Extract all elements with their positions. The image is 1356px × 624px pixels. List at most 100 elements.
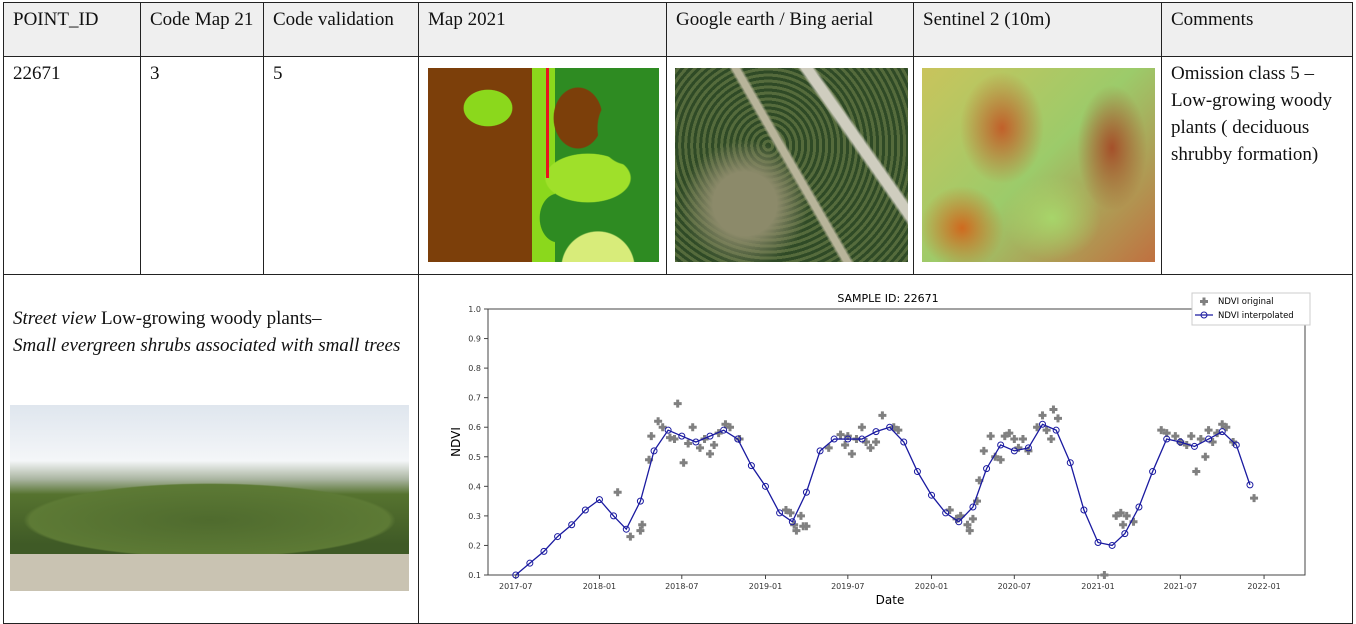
ndvi-interpolated-point xyxy=(1052,426,1060,434)
ndvi-interpolated-point xyxy=(1163,435,1171,443)
ndvi-original-point xyxy=(847,449,856,458)
ndvi-interpolated-point xyxy=(913,468,921,476)
sentinel-image xyxy=(922,68,1155,262)
ndvi-interpolated-point xyxy=(776,509,784,517)
y-tick-label: 0.2 xyxy=(468,541,481,550)
map-2021-image xyxy=(428,68,659,262)
ndvi-interpolated-point xyxy=(622,525,630,533)
ndvi-original-point xyxy=(679,458,688,467)
ndvi-original-point xyxy=(786,508,795,517)
ndvi-original-point xyxy=(1005,429,1014,438)
ndvi-interpolated-point xyxy=(554,533,562,541)
ndvi-interpolated-point xyxy=(858,435,866,443)
ndvi-original-point xyxy=(841,440,850,449)
ndvi-interpolated-point xyxy=(610,512,618,520)
ndvi-interpolated-point xyxy=(1218,428,1226,436)
ndvi-original-point xyxy=(714,429,723,438)
ndvi-original-point xyxy=(1116,508,1125,517)
ndvi-original-point xyxy=(1033,423,1042,432)
ndvi-original-point xyxy=(973,497,982,506)
ndvi-original-point xyxy=(1122,511,1131,520)
ndvi-original-point xyxy=(1204,426,1213,435)
street-view-caption: Small evergreen shrubs associated with s… xyxy=(13,335,401,356)
ndvi-original-point xyxy=(705,449,714,458)
ndvi-interpolated-point xyxy=(1024,444,1032,452)
ndvi-chart-svg: SAMPLE ID: 22671 Date NDVI 0.1 0.2 0.3 0.4 0… xyxy=(449,292,1311,607)
ndvi-original-point xyxy=(670,435,679,444)
y-tick-label: 0.8 xyxy=(468,364,481,373)
legend-interpolated-label: NDVI interpolated xyxy=(1218,311,1294,321)
ndvi-interpolated-point xyxy=(581,506,589,514)
ndvi-interpolated-point xyxy=(886,423,894,431)
ndvi-interpolated-point xyxy=(1205,435,1213,443)
ndvi-original-point xyxy=(796,511,805,520)
ndvi-original-point xyxy=(1129,517,1138,526)
ndvi-interpolated-point xyxy=(1190,442,1198,450)
x-axis-label: Date xyxy=(876,593,905,607)
ndvi-original-point xyxy=(1014,443,1023,452)
header-map-2021: Map 2021 xyxy=(418,2,667,57)
x-tick-label: 2021-07 xyxy=(1164,582,1197,591)
ndvi-original-point xyxy=(636,526,645,535)
ndvi-interpolated-point xyxy=(636,497,644,505)
x-tick-label: 2021-01 xyxy=(1081,582,1114,591)
header-comments: Comments xyxy=(1161,2,1353,57)
ndvi-interpolated-point xyxy=(512,571,520,579)
ndvi-interpolated-line xyxy=(515,423,1251,576)
ndvi-interpolated-point xyxy=(969,503,977,511)
ndvi-interpolated-point xyxy=(872,428,880,436)
comment-cell: Omission class 5 – Low-growing woody pla… xyxy=(1161,56,1353,275)
street-view-desc: Low-growing woody plants– xyxy=(96,308,322,329)
ndvi-original-point xyxy=(1000,432,1009,441)
y-tick-label: 1.0 xyxy=(468,305,481,314)
ndvi-original-point xyxy=(894,426,903,435)
ndvi-original-point xyxy=(1010,435,1019,444)
ndvi-interpolated-point xyxy=(720,426,728,434)
ndvi-interpolated-point xyxy=(526,559,534,567)
legend-original-marker xyxy=(1200,297,1208,306)
ndvi-interpolated-point xyxy=(595,496,603,504)
ndvi-interpolated-point xyxy=(1149,468,1157,476)
ndvi-interpolated-point xyxy=(761,482,769,490)
ndvi-original-point xyxy=(645,455,654,464)
y-tick-label: 0.9 xyxy=(468,335,481,344)
ndvi-original-point xyxy=(1222,423,1231,432)
ndvi-original-point xyxy=(665,433,674,442)
header-aerial: Google earth / Bing aerial xyxy=(666,2,914,57)
ndvi-interpolated-point xyxy=(928,491,936,499)
ndvi-original-point xyxy=(866,443,875,452)
y-tick-label: 0.5 xyxy=(468,453,481,462)
y-tick-label: 0.3 xyxy=(468,512,481,521)
street-view-image xyxy=(10,405,409,591)
ndvi-original-point xyxy=(1119,520,1128,529)
header-sentinel: Sentinel 2 (10m) xyxy=(913,2,1162,57)
ndvi-original-point xyxy=(1218,420,1227,429)
ndvi-interpolated-point xyxy=(540,547,548,555)
chart-title: SAMPLE ID: 22671 xyxy=(837,292,938,305)
ndvi-original-point xyxy=(1053,414,1062,423)
y-axis-label: NDVI xyxy=(449,427,463,457)
ndvi-interpolated-point xyxy=(706,432,714,440)
ndvi-interpolated-point xyxy=(1094,538,1102,546)
ndvi-original-point xyxy=(996,455,1005,464)
ndvi-original-point xyxy=(1171,432,1180,441)
ndvi-original-point xyxy=(673,399,682,408)
ndvi-interpolated-point xyxy=(1121,530,1129,538)
ndvi-interpolated-point xyxy=(1039,420,1047,428)
ndvi-original-point xyxy=(857,423,866,432)
x-tick-label: 2019-01 xyxy=(749,582,782,591)
ndvi-interpolated-point xyxy=(830,435,838,443)
ndvi-interpolated-point xyxy=(1176,438,1184,446)
ndvi-original-point xyxy=(965,526,974,535)
x-tick-label: 2020-07 xyxy=(998,582,1031,591)
ndvi-original-point xyxy=(638,520,647,529)
ndvi-original-point xyxy=(658,423,667,432)
ndvi-original-point xyxy=(862,438,871,446)
ndvi-original-point xyxy=(688,423,697,432)
ndvi-original-point xyxy=(878,411,887,420)
x-tick-label: 2017-07 xyxy=(499,582,532,591)
point-id-cell: 22671 xyxy=(3,56,141,275)
ndvi-original-point xyxy=(1187,432,1196,441)
ndvi-original-point xyxy=(735,435,744,444)
x-tick-label: 2018-01 xyxy=(583,582,616,591)
